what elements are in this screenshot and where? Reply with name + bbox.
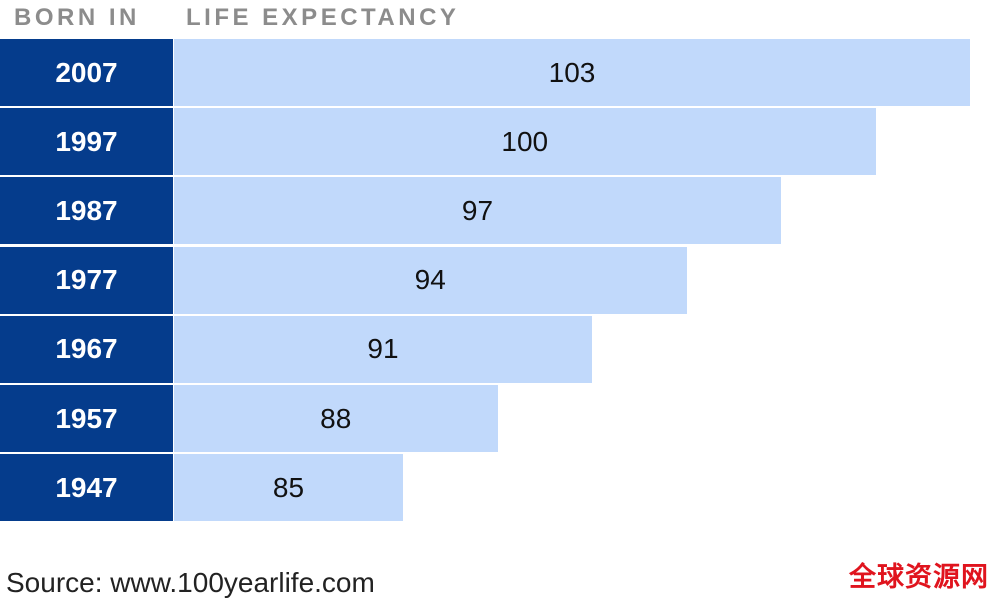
category-label: 1957	[0, 385, 173, 452]
category-label: 1997	[0, 108, 173, 176]
bar: 94	[174, 246, 687, 314]
watermark-logo: 全球资源网	[849, 562, 989, 593]
data-label: 94	[414, 264, 446, 296]
header-life-expectancy: LIFE EXPECTANCY	[186, 4, 460, 31]
data-label: 103	[548, 56, 596, 88]
category-label: 1987	[0, 177, 173, 245]
header-born-in: BORN IN	[14, 4, 140, 31]
category-label: 2007	[0, 39, 173, 106]
category-label: 1967	[0, 315, 173, 383]
category-label: 1947	[0, 454, 173, 522]
bar: 103	[174, 39, 970, 106]
bar: 88	[174, 385, 498, 452]
data-label: 100	[501, 125, 549, 157]
category-label: 1977	[0, 246, 173, 314]
data-label: 88	[320, 402, 352, 434]
data-label: 97	[461, 194, 494, 226]
bar: 85	[174, 454, 403, 522]
bar: 100	[174, 108, 876, 176]
data-label: 91	[367, 333, 399, 365]
source-note: Source: www.100yearlife.com	[6, 567, 375, 598]
bar: 91	[174, 315, 592, 383]
data-label: 85	[272, 471, 305, 503]
bar: 97	[174, 177, 781, 245]
